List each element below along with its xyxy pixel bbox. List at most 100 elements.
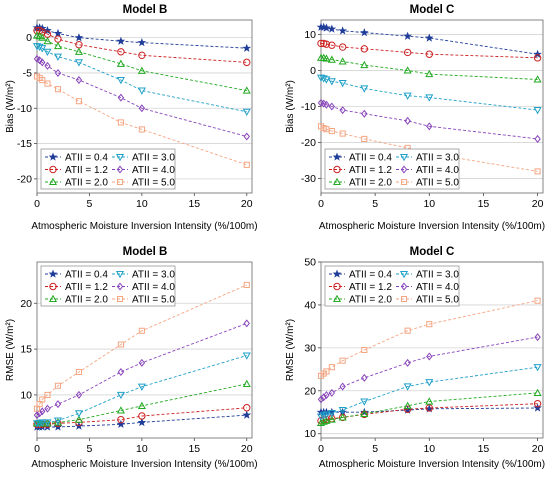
data-point [242, 86, 251, 94]
chart-panel-3: 10 15 20 0 5 10 15 20 Model B Atmospheric Moistur… [5, 246, 258, 470]
data-point [53, 53, 63, 61]
series-line [320, 336, 538, 400]
data-point [403, 31, 412, 40]
data-point [339, 357, 346, 364]
data-point [425, 69, 434, 78]
x-tick-label: 10 [423, 443, 435, 455]
series-triangle-down [316, 364, 542, 421]
data-point [116, 59, 125, 67]
data-point [242, 379, 251, 387]
x-tick-label: 20 [532, 198, 544, 210]
data-point [242, 43, 252, 52]
data-point [328, 364, 335, 371]
legend-label: ATII = 1.2 [65, 282, 108, 293]
data-point [116, 391, 125, 400]
data-point [36, 74, 43, 81]
legend-marker [48, 177, 58, 186]
data-point [327, 55, 336, 63]
legend-label: ATII = 0.4 [349, 270, 392, 281]
data-point [74, 415, 84, 423]
legend-marker [333, 282, 341, 291]
data-point [242, 108, 251, 117]
data-point [38, 33, 47, 41]
x-axis-label: Atmospheric Moisture Inversion Intensity… [31, 459, 257, 470]
legend-marker [49, 165, 57, 174]
legend-marker [116, 165, 124, 174]
data-point [328, 102, 336, 111]
data-point [39, 407, 46, 416]
data-point [117, 93, 125, 102]
y-tick-label: -10 [301, 101, 316, 113]
x-tick-label: 10 [136, 198, 148, 210]
legend-label: ATII = 2.0 [349, 178, 392, 189]
series-line [320, 392, 538, 424]
data-point [338, 80, 347, 88]
series-line [36, 45, 247, 113]
data-point [534, 333, 541, 342]
data-point [243, 58, 251, 67]
data-point [54, 68, 62, 77]
data-point [137, 66, 146, 74]
legend-entry: ATII = 1.2 [329, 165, 392, 176]
data-point [403, 92, 412, 100]
data-point [534, 297, 541, 304]
data-point [338, 26, 347, 35]
axes-frame [320, 261, 544, 439]
data-point [38, 45, 47, 53]
data-point [36, 56, 43, 65]
data-point [44, 391, 51, 398]
legend-marker [332, 294, 342, 303]
data-point [75, 98, 83, 105]
data-point [322, 23, 331, 32]
data-point [323, 100, 330, 109]
data-point [361, 346, 368, 354]
data-point [75, 76, 83, 85]
x-tick-label: 20 [532, 443, 544, 455]
data-point [138, 412, 146, 420]
data-point [138, 126, 145, 133]
data-point [404, 116, 411, 125]
data-point [403, 401, 412, 409]
data-point [116, 76, 125, 85]
y-axis-label: Bias (W/m²) [285, 80, 296, 133]
data-point [322, 416, 331, 424]
legend-label: ATII = 4.0 [416, 165, 459, 176]
data-point [533, 403, 542, 412]
data-point [53, 417, 63, 425]
data-point [36, 401, 43, 408]
series-diamond [33, 319, 250, 420]
series-line [320, 366, 538, 417]
y-tick-label: -20 [301, 137, 316, 149]
data-point [320, 393, 327, 402]
data-point [338, 413, 347, 421]
data-point [403, 66, 412, 74]
data-point [425, 94, 434, 102]
series-diamond [317, 98, 541, 143]
x-tick-label: 5 [372, 443, 378, 455]
data-point [54, 400, 62, 409]
x-tick-label: 15 [188, 443, 200, 455]
data-point [75, 390, 83, 399]
x-tick-label: 15 [188, 198, 200, 210]
data-point [316, 74, 326, 82]
legend-label: ATII = 3.0 [416, 270, 459, 281]
y-tick-label: 10 [304, 29, 316, 41]
legend-label: ATII = 5.0 [416, 178, 459, 189]
data-point [403, 48, 412, 57]
y-tick-label: 10 [304, 428, 316, 440]
data-point [53, 28, 63, 38]
legend-marker [332, 152, 342, 161]
legend-label: ATII = 5.0 [132, 295, 175, 306]
data-point [533, 399, 542, 408]
legend-box [40, 148, 176, 190]
legend-label: ATII = 3.0 [416, 153, 459, 164]
legend-label: ATII = 1.2 [65, 165, 108, 176]
data-point [74, 59, 84, 67]
legend-label: ATII = 0.4 [65, 153, 108, 164]
data-point [323, 368, 330, 375]
data-point [323, 391, 330, 400]
legend-marker [399, 153, 409, 162]
data-point [339, 382, 346, 391]
data-point [43, 419, 52, 427]
